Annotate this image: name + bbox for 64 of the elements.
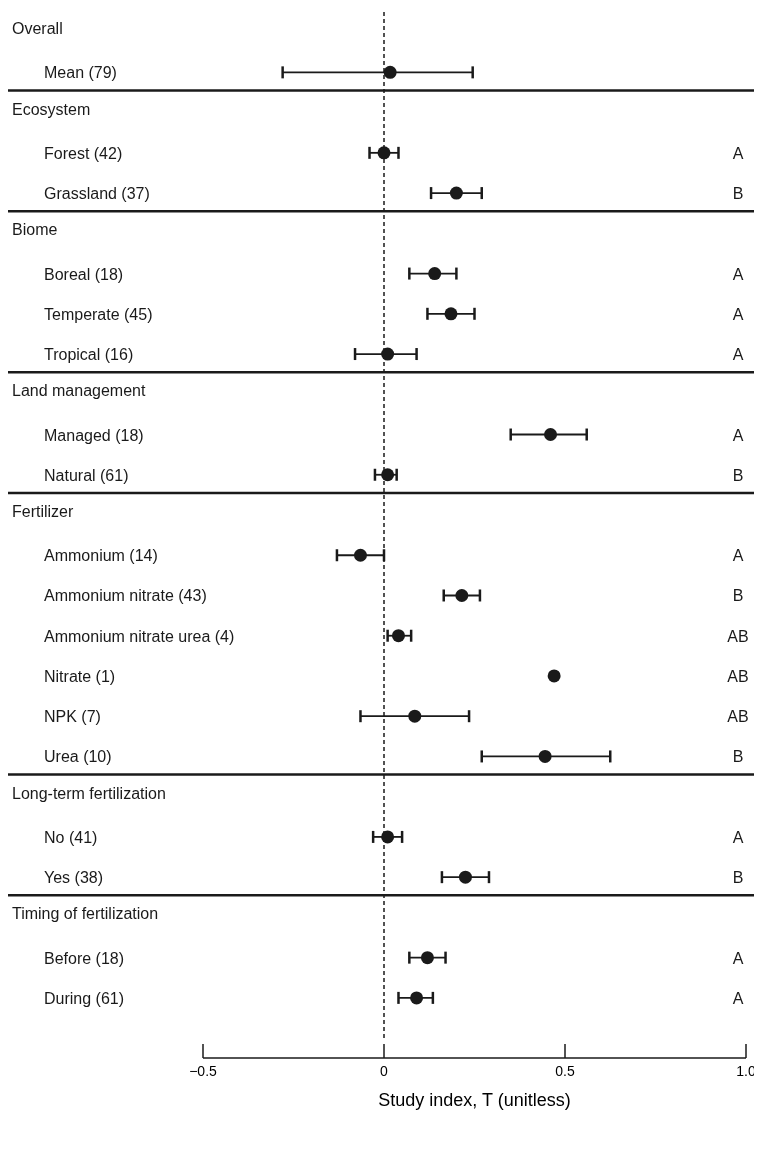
y2-tick-label: B [732, 748, 744, 766]
y-tick-label: Nitrate (1) [44, 667, 116, 685]
y2-tick-label: AB [727, 627, 749, 645]
point [544, 428, 558, 442]
x-tick-label: 0.5 [555, 1063, 575, 1079]
y-tick-label: Ammonium nitrate urea (4) [44, 627, 235, 645]
y-tick-label: Before (18) [44, 949, 125, 967]
y2-tick-label: A [732, 989, 744, 1007]
point [444, 307, 458, 321]
x-axis-title: Study index, T (unitless) [378, 1090, 571, 1110]
y2-tick-label: A [732, 346, 744, 364]
y2-tick-label: A [732, 144, 744, 162]
y2-tick-label: A [732, 828, 744, 846]
y-tick-label: Ammonium (14) [44, 547, 158, 565]
y-tick-label: No (41) [44, 828, 98, 846]
y2-tick-label: AB [727, 708, 749, 726]
y2-tick-label: B [732, 185, 744, 203]
y-tick-label: Tropical (16) [44, 346, 134, 364]
y-tick-label: Grassland (37) [44, 185, 150, 203]
y2-tick-label: B [732, 587, 744, 605]
point [377, 146, 391, 160]
point [428, 267, 442, 281]
y-tick-label: Mean (79) [44, 64, 117, 82]
y-tick-label: Forest (42) [44, 144, 123, 162]
text: Overall [12, 20, 63, 38]
point [353, 548, 367, 562]
point [547, 669, 561, 683]
y-tick-label: Natural (61) [44, 466, 129, 484]
point [383, 65, 397, 79]
text: Fertilizer [12, 503, 75, 520]
y-tick-label: Managed (18) [44, 426, 144, 444]
y2-tick-label: AB [727, 667, 749, 685]
y2-tick-label: A [732, 426, 744, 444]
point [458, 870, 472, 884]
point [408, 709, 422, 723]
point [538, 749, 552, 763]
x-tick-label: −0.5 [189, 1063, 218, 1079]
text: Biome [12, 221, 58, 239]
y-tick-label: Yes (38) [44, 869, 103, 887]
y2-tick-label: A [732, 547, 744, 565]
point [381, 830, 395, 844]
text: Long-term fertilization [12, 784, 166, 802]
point [391, 629, 405, 643]
y2-tick-label: A [732, 949, 744, 967]
y-tick-label: Urea (10) [44, 748, 112, 766]
y2-tick-label: A [732, 305, 744, 323]
point [420, 951, 434, 965]
point [381, 468, 395, 482]
y2-tick-label: B [732, 466, 744, 484]
y-tick-label: Boreal (18) [44, 265, 124, 283]
text: Land management [12, 382, 146, 400]
point [410, 991, 424, 1005]
point [455, 588, 469, 602]
y2-tick-label: B [732, 869, 744, 887]
text: Ecosystem [12, 100, 91, 118]
point [449, 186, 463, 200]
x-tick-label: 0 [380, 1063, 389, 1079]
y2-tick-label: A [732, 265, 744, 283]
y-tick-label: NPK (7) [44, 708, 101, 726]
text: Timing of fertilization [12, 905, 159, 923]
y-tick-label: During (61) [44, 989, 125, 1007]
y-tick-label: Temperate (45) [44, 305, 153, 323]
y-tick-label: Ammonium nitrate (43) [44, 587, 207, 605]
point [381, 347, 395, 361]
